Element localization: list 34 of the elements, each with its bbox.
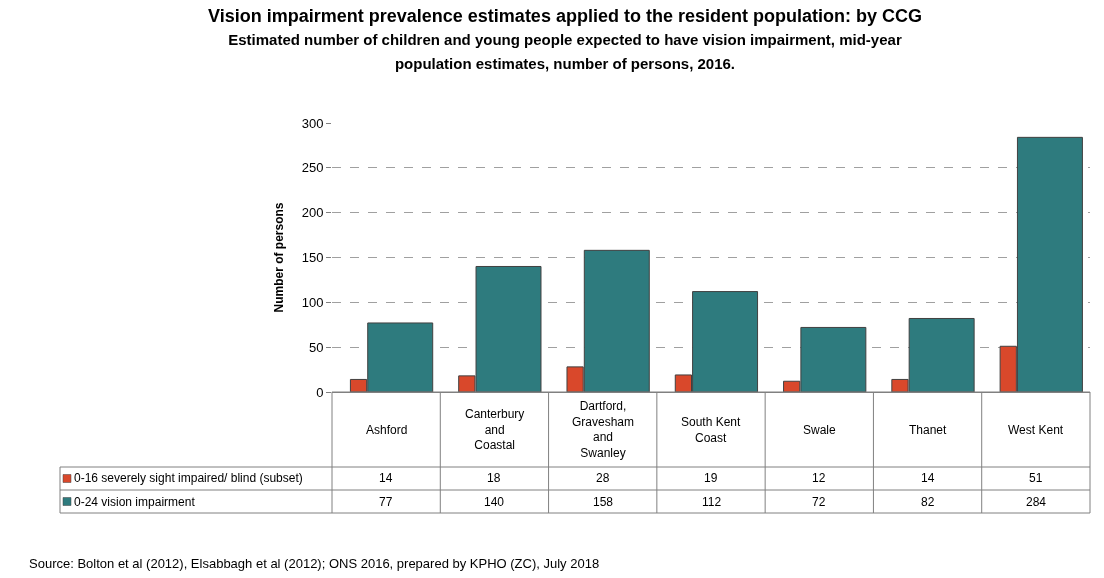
x-tick-label: South Kent Coast bbox=[681, 415, 742, 445]
data-label: 82 bbox=[921, 495, 935, 509]
data-label: 158 bbox=[593, 495, 614, 509]
data-label: 72 bbox=[812, 495, 826, 509]
data-label: 12 bbox=[812, 471, 826, 485]
x-tick-label: Dartford, Gravesham and Swanley bbox=[572, 399, 635, 460]
y-tick-label: 300 bbox=[301, 115, 324, 131]
x-tick-label: Canterbury and Coastal bbox=[465, 407, 525, 453]
legend-label: 0-24 vision impairment bbox=[74, 495, 196, 509]
data-label: 112 bbox=[702, 495, 722, 509]
y-tick-label: 150 bbox=[301, 250, 324, 266]
data-label: 77 bbox=[379, 495, 393, 509]
data-label: 14 bbox=[379, 471, 393, 485]
data-label: 284 bbox=[1026, 495, 1047, 509]
x-tick-label: West Kent bbox=[1008, 423, 1064, 437]
data-label: 14 bbox=[921, 471, 935, 485]
data-label: 18 bbox=[487, 471, 501, 485]
y-axis-title: Number of persons bbox=[272, 202, 286, 313]
data-label: 51 bbox=[1029, 471, 1043, 485]
y-tick-label: 100 bbox=[301, 294, 324, 310]
chart-subtitle: Estimated number of children and young people expected to have vision impairment, mid-year population estimates, number of persons, 2016. bbox=[228, 31, 902, 72]
y-tick-label: 200 bbox=[301, 205, 324, 221]
source-note: Source: Bolton et al (2012), Elsabbagh et al (2012); ONS 2016, prepared by KPHO (ZC), July 2018 bbox=[29, 556, 600, 571]
chart-title: Vision impairment prevalence estimates applied to the resident population: by CCG bbox=[208, 6, 922, 26]
data-label: 140 bbox=[484, 495, 505, 509]
x-tick-label: Swale bbox=[803, 423, 837, 437]
data-label: 28 bbox=[596, 471, 610, 485]
x-tick-label: Ashford bbox=[366, 423, 408, 437]
legend-label: 0-16 severely sight impaired/ blind (subset) bbox=[74, 471, 303, 485]
y-tick-label: 0 bbox=[316, 384, 324, 400]
data-label: 19 bbox=[704, 471, 718, 485]
x-tick-label: Thanet bbox=[909, 423, 948, 437]
y-tick-label: 250 bbox=[301, 160, 324, 176]
y-tick-label: 50 bbox=[308, 339, 324, 355]
